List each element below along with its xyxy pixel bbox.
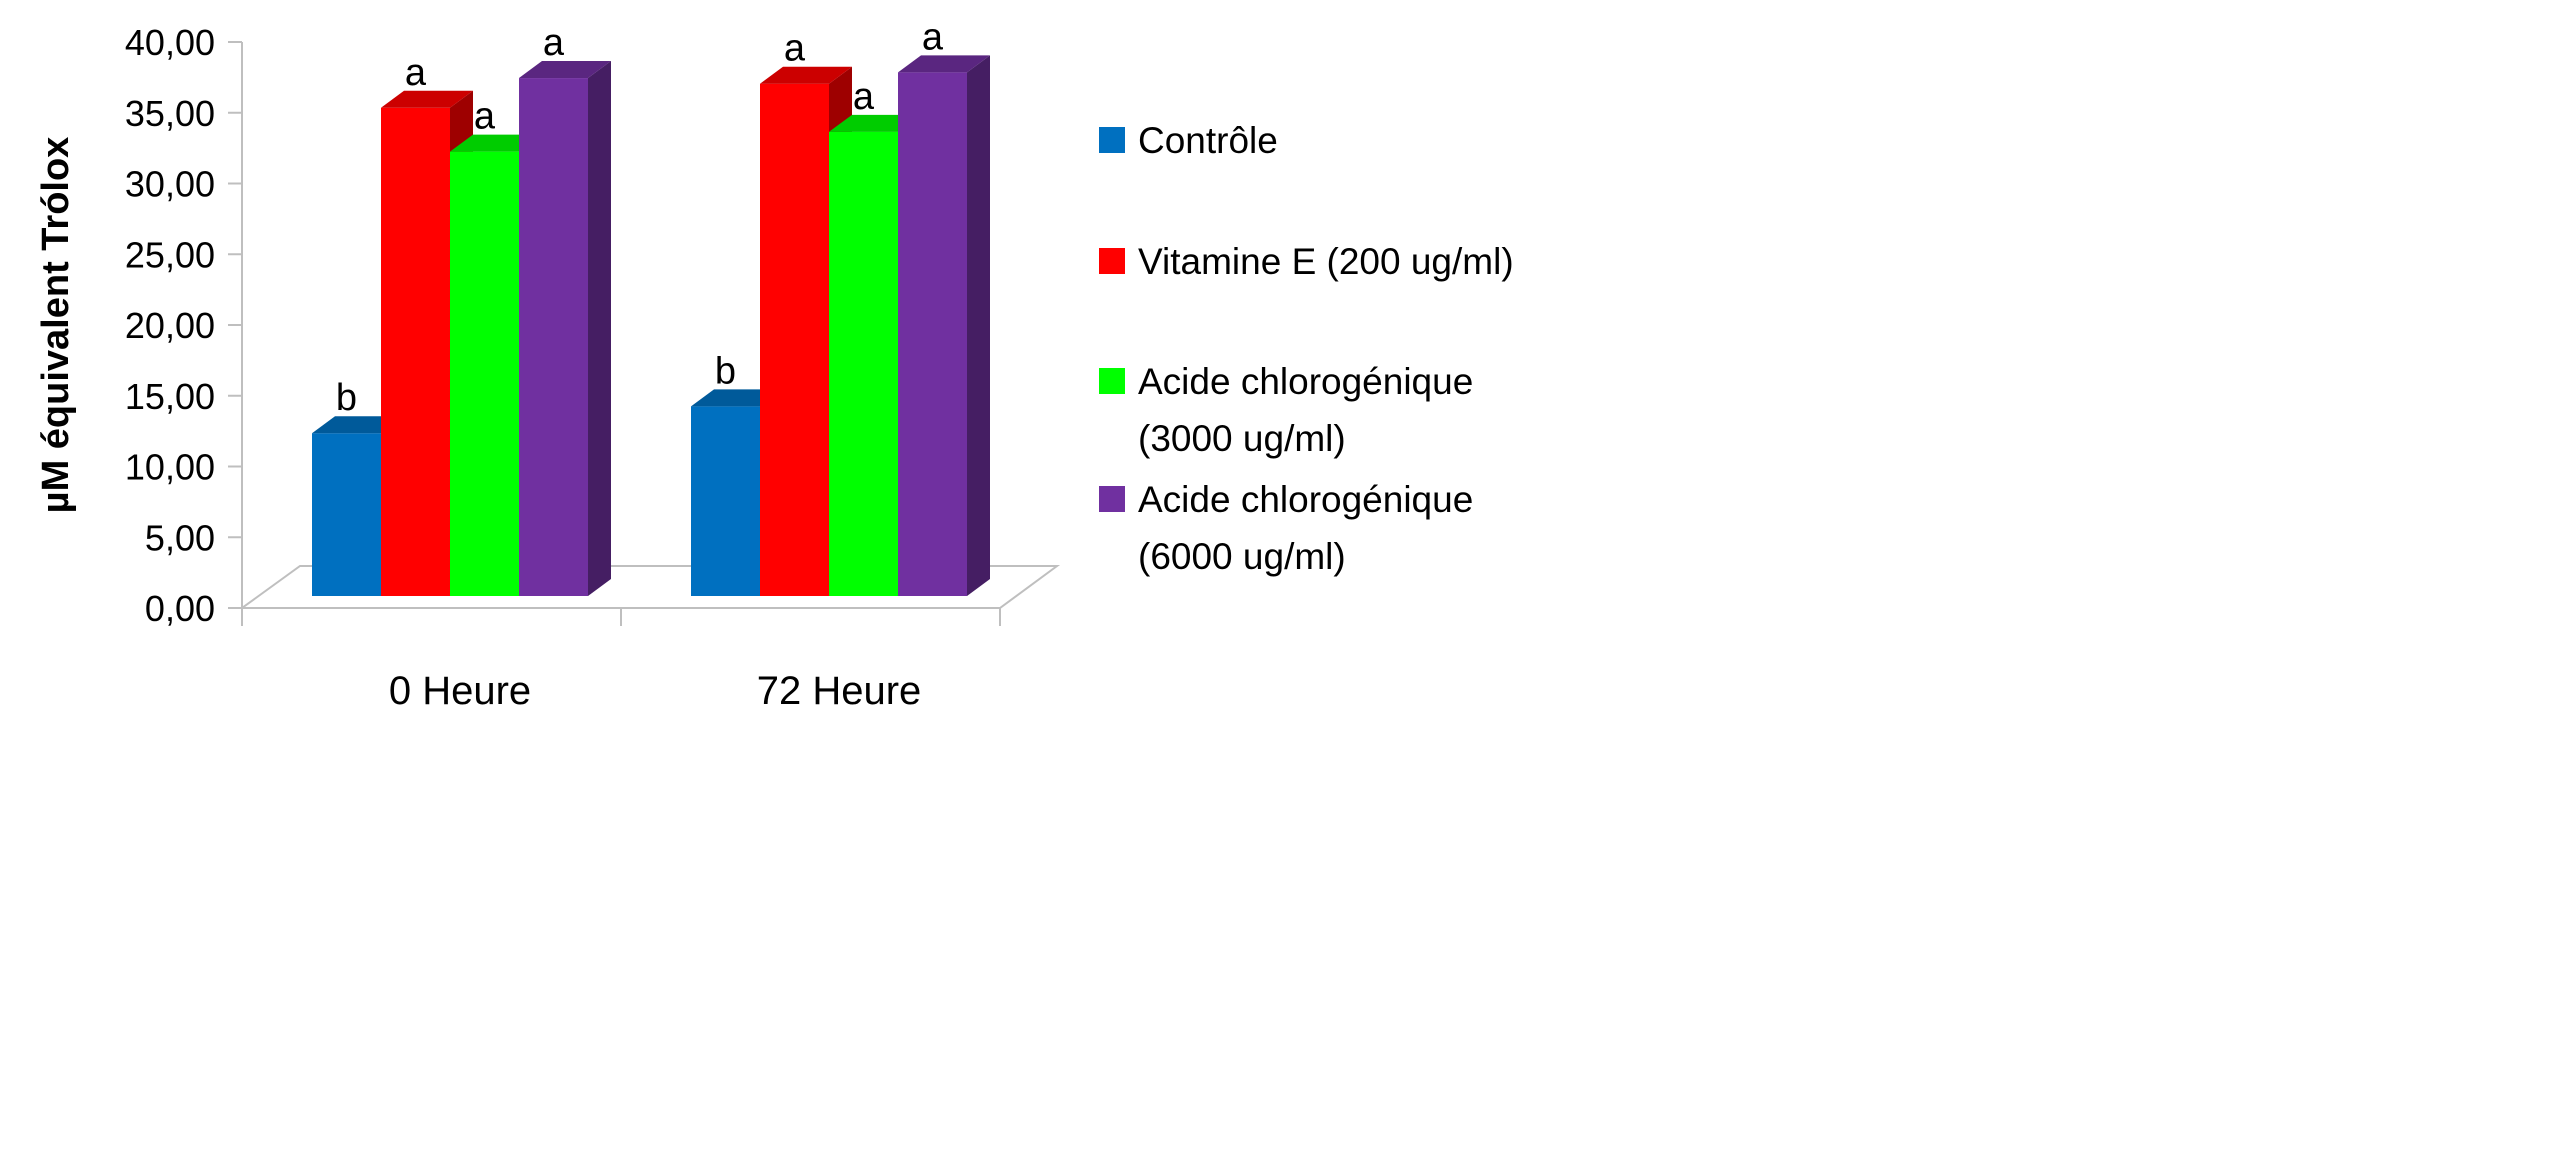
y-tick-label: 20,00 bbox=[125, 305, 215, 346]
y-tick-label: 35,00 bbox=[125, 93, 215, 134]
significance-label: a bbox=[853, 76, 875, 118]
significance-labels: b a a a b a a a bbox=[336, 16, 944, 419]
y-tick-label: 0,00 bbox=[145, 588, 215, 629]
legend-swatch bbox=[1099, 127, 1125, 153]
legend-item: Acide chlorogénique (6000 ug/ml) bbox=[1099, 479, 1473, 577]
significance-label: b bbox=[715, 350, 736, 392]
bar-front-face bbox=[450, 151, 519, 596]
significance-label: a bbox=[543, 22, 565, 64]
bar-front-face bbox=[691, 406, 760, 596]
y-tick-label: 5,00 bbox=[145, 517, 215, 558]
bar-top-face bbox=[381, 90, 473, 108]
significance-label: a bbox=[405, 52, 427, 94]
legend-label: (6000 ug/ml) bbox=[1138, 536, 1346, 577]
bar-front-face bbox=[381, 107, 450, 597]
floor-plane bbox=[238, 565, 1061, 609]
legend: Contrôle Vitamine E (200 ug/ml) Acide chlo… bbox=[1099, 120, 1514, 577]
legend-label: (3000 ug/ml) bbox=[1138, 418, 1346, 459]
bar bbox=[519, 61, 611, 597]
legend-swatch bbox=[1099, 486, 1125, 512]
significance-label: a bbox=[922, 16, 944, 58]
y-tick-label: 30,00 bbox=[125, 164, 215, 205]
legend-swatch bbox=[1099, 248, 1125, 274]
bar-chart: 0,00 5,00 10,00 15,00 20,00 25,00 30,00 35,00 40… bbox=[35, 16, 1514, 713]
legend-label: Vitamine E (200 ug/ml) bbox=[1138, 241, 1514, 282]
bar-top-face bbox=[898, 55, 990, 73]
category-label: 72 Heure bbox=[757, 669, 922, 713]
category-labels: 0 Heure 72 Heure bbox=[389, 669, 921, 713]
legend-item: Acide chlorogénique (3000 ug/ml) bbox=[1099, 361, 1473, 459]
bar bbox=[898, 55, 990, 596]
bars bbox=[312, 55, 990, 597]
legend-label: Contrôle bbox=[1138, 120, 1278, 161]
bar-front-face bbox=[760, 83, 829, 597]
bar-side-face bbox=[588, 61, 611, 597]
legend-item: Vitamine E (200 ug/ml) bbox=[1099, 241, 1514, 282]
y-axis: 0,00 5,00 10,00 15,00 20,00 25,00 30,00 35,00 40… bbox=[125, 22, 243, 629]
chart-floor bbox=[238, 565, 1061, 626]
significance-label: b bbox=[336, 377, 357, 419]
bar-side-face bbox=[967, 55, 990, 596]
legend-item: Contrôle bbox=[1099, 120, 1278, 161]
significance-label: a bbox=[784, 28, 806, 70]
significance-label: a bbox=[474, 96, 496, 138]
bar-front-face bbox=[829, 131, 898, 596]
y-tick-label: 25,00 bbox=[125, 234, 215, 275]
bar-front-face bbox=[519, 78, 588, 597]
bar-front-face bbox=[312, 433, 381, 596]
y-tick-label: 40,00 bbox=[125, 22, 215, 63]
category-label: 0 Heure bbox=[389, 669, 531, 713]
y-tick-label: 10,00 bbox=[125, 447, 215, 488]
y-tick-label: 15,00 bbox=[125, 376, 215, 417]
bar-top-face bbox=[760, 66, 852, 84]
legend-swatch bbox=[1099, 368, 1125, 394]
legend-label: Acide chlorogénique bbox=[1138, 361, 1473, 402]
bar-top-face bbox=[519, 61, 611, 79]
legend-label: Acide chlorogénique bbox=[1138, 479, 1473, 520]
bar-front-face bbox=[898, 72, 967, 596]
y-axis-title: µM équivalent Trólox bbox=[35, 137, 77, 514]
